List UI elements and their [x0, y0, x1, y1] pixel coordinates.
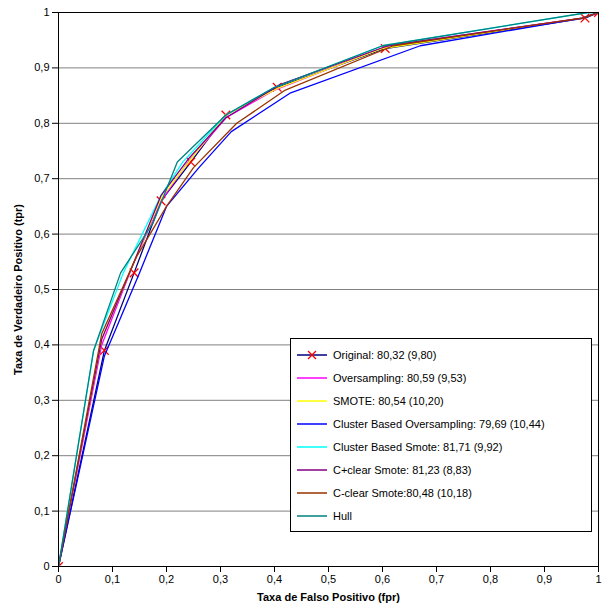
svg-text:0,3: 0,3: [213, 573, 228, 585]
svg-text:0,2: 0,2: [159, 573, 174, 585]
svg-text:0,5: 0,5: [34, 283, 49, 295]
svg-text:0,5: 0,5: [321, 573, 336, 585]
html-text:Original: 80,32 (9,80): Original: 80,32 (9,80): [333, 348, 437, 361]
svg-text:0,1: 0,1: [34, 505, 49, 517]
svg-text:0,8: 0,8: [483, 573, 498, 585]
svg-text:0: 0: [55, 573, 61, 585]
html-text:SMOTE: 80,54 (10,20): SMOTE: 80,54 (10,20): [333, 394, 444, 407]
svg-text:1: 1: [595, 573, 601, 585]
svg-text:0,9: 0,9: [34, 61, 49, 73]
html-text:Hull: Hull: [333, 509, 352, 522]
html-text:Cluster Based Smote: 81,71 (9,: Cluster Based Smote: 81,71 (9,92): [333, 440, 503, 453]
svg-text:0,6: 0,6: [375, 573, 390, 585]
svg-text:0,4: 0,4: [267, 573, 282, 585]
svg-text:0,3: 0,3: [34, 394, 49, 406]
svg-text:0,7: 0,7: [34, 172, 49, 184]
svg-text:0,2: 0,2: [34, 449, 49, 461]
svg-text:0,6: 0,6: [34, 228, 49, 240]
html-text:C-clear Smote:80,48 (10,18): C-clear Smote:80,48 (10,18): [333, 486, 472, 499]
svg-text:0,4: 0,4: [34, 338, 49, 350]
svg-text:0,8: 0,8: [34, 117, 49, 129]
svg-text:0,1: 0,1: [105, 573, 120, 585]
html-text:C+clear Smote: 81,23 (8,83): C+clear Smote: 81,23 (8,83): [333, 463, 472, 476]
html-text:Oversampling: 80,59 (9,53): Oversampling: 80,59 (9,53): [333, 371, 467, 384]
svg-text:0,9: 0,9: [537, 573, 552, 585]
svg-text:1: 1: [43, 6, 49, 18]
svg-text:0: 0: [43, 560, 49, 572]
html-text:Cluster Based Oversampling: 79: Cluster Based Oversampling: 79,69 (10,44…: [333, 417, 545, 430]
svg-text:Taxa de Verdadeiro Positivo (t: Taxa de Verdadeiro Positivo (tpr): [12, 204, 24, 375]
svg-text:0,7: 0,7: [429, 573, 444, 585]
svg-text:Taxa de Falso Positivo (fpr): Taxa de Falso Positivo (fpr): [257, 591, 400, 603]
